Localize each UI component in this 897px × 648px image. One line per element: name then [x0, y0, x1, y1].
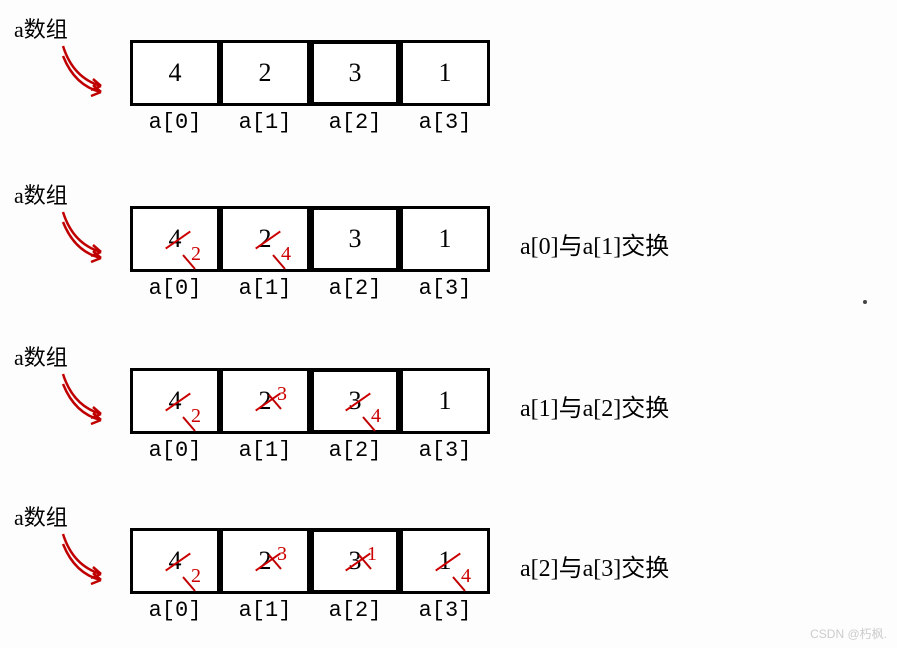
index-label-1: a[1]	[220, 110, 310, 135]
cell-1: 2	[220, 528, 310, 594]
index-label-0: a[0]	[130, 598, 220, 623]
cell-3: 1	[400, 368, 490, 434]
index-row: a[0]a[1]a[2]a[3]	[130, 110, 490, 135]
index-label-3: a[3]	[400, 438, 490, 463]
cell-0: 4	[130, 206, 220, 272]
cells-container: 4 2 3 1	[130, 40, 490, 106]
annotation-tick-icon	[361, 415, 381, 435]
cell-2: 3	[310, 40, 400, 106]
cell-3: 1	[400, 206, 490, 272]
cell-value: 1	[439, 224, 452, 254]
cell-0: 4	[130, 40, 220, 106]
array-label: a数组	[14, 178, 68, 210]
cell-value: 4	[169, 58, 182, 88]
annotation-tick-icon	[271, 253, 291, 273]
index-row: a[0]a[1]a[2]a[3]	[130, 598, 490, 623]
cell-1: 2	[220, 40, 310, 106]
index-label-3: a[3]	[400, 110, 490, 135]
cell-value: 3	[349, 58, 362, 88]
cell-value: 2	[259, 224, 272, 254]
cell-3: 1	[400, 40, 490, 106]
index-label-0: a[0]	[130, 438, 220, 463]
index-label-2: a[2]	[310, 276, 400, 301]
index-row: a[0]a[1]a[2]a[3]	[130, 438, 490, 463]
index-label-2: a[2]	[310, 438, 400, 463]
cell-value: 3	[349, 224, 362, 254]
array-label: a数组	[14, 500, 68, 532]
array-label: a数组	[14, 340, 68, 372]
cell-1: 2	[220, 368, 310, 434]
cell-value: 1	[439, 546, 452, 576]
cell-1: 2	[220, 206, 310, 272]
annotation-tick-icon	[181, 575, 201, 595]
annotation-tick-icon	[451, 575, 471, 595]
index-label-2: a[2]	[310, 598, 400, 623]
cell-value: 1	[439, 386, 452, 416]
cell-0: 4	[130, 368, 220, 434]
cell-2: 3	[310, 206, 400, 272]
cell-value: 4	[169, 224, 182, 254]
annotation-tick-icon	[181, 415, 201, 435]
stray-dot	[863, 300, 867, 304]
watermark: CSDN @朽枫.	[810, 625, 887, 642]
index-label-3: a[3]	[400, 276, 490, 301]
index-label-1: a[1]	[220, 438, 310, 463]
swap-comment: a[1]与a[2]交换	[520, 388, 669, 423]
cell-2: 3	[310, 528, 400, 594]
cell-value: 3	[349, 386, 362, 416]
cell-value: 4	[169, 546, 182, 576]
swap-comment: a[2]与a[3]交换	[520, 548, 669, 583]
index-label-1: a[1]	[220, 598, 310, 623]
index-label-0: a[0]	[130, 276, 220, 301]
array-label: a数组	[14, 12, 68, 44]
annotation-tick-icon	[267, 553, 287, 573]
cell-value: 1	[439, 58, 452, 88]
index-label-1: a[1]	[220, 276, 310, 301]
annotation-tick-icon	[357, 553, 377, 573]
cell-0: 4	[130, 528, 220, 594]
cell-3: 1	[400, 528, 490, 594]
annotation-tick-icon	[181, 253, 201, 273]
swap-comment: a[0]与a[1]交换	[520, 226, 669, 261]
annotation-tick-icon	[267, 393, 287, 413]
cell-value: 4	[169, 386, 182, 416]
cell-2: 3	[310, 368, 400, 434]
cell-value: 2	[259, 58, 272, 88]
index-label-2: a[2]	[310, 110, 400, 135]
index-label-0: a[0]	[130, 110, 220, 135]
index-label-3: a[3]	[400, 598, 490, 623]
index-row: a[0]a[1]a[2]a[3]	[130, 276, 490, 301]
